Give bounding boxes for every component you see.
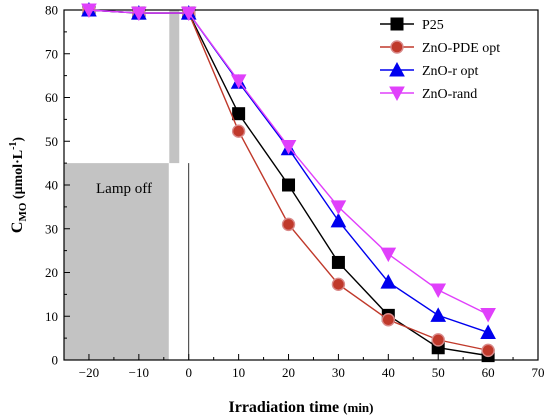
triangle-down-marker (180, 6, 197, 22)
legend-label: ZnO-rand (422, 87, 477, 102)
triangle-up-marker (389, 61, 405, 77)
circle-marker (231, 124, 246, 138)
legend-label: P25 (422, 18, 444, 33)
triangle-down-marker (131, 6, 147, 22)
y-tick-label: 70 (45, 46, 58, 61)
series-zno-rand (81, 3, 496, 323)
x-tick-label: 60 (482, 365, 495, 380)
square-marker (282, 178, 296, 192)
x-tick-label: 40 (382, 365, 395, 380)
x-tick-label: 30 (332, 365, 345, 380)
x-tick-label: 10 (232, 365, 245, 380)
x-tick-label: 0 (185, 365, 192, 380)
triangle-up-marker (430, 307, 447, 322)
circle-marker (281, 217, 296, 232)
x-tick-label: −10 (129, 365, 149, 380)
y-tick-label: 80 (45, 3, 58, 18)
legend-item: ZnO-rand (380, 86, 477, 102)
square-marker (331, 255, 345, 269)
lamp-off-region (64, 163, 169, 360)
circle-marker (481, 343, 495, 358)
y-tick-label: 50 (45, 134, 58, 149)
triangle-down-marker (380, 247, 397, 263)
lamp-off-annotation: Lamp off (96, 181, 152, 197)
triangle-down-marker (330, 200, 347, 215)
y-tick-label: 30 (45, 221, 58, 236)
transition-band (169, 10, 180, 164)
y-axis-title: CMO (μmol·L-1) (8, 137, 29, 234)
y-tick-label: 40 (45, 178, 58, 193)
y-tick-label: 10 (45, 309, 58, 324)
triangle-up-marker (480, 324, 496, 339)
triangle-up-marker (380, 274, 397, 289)
triangle-down-marker (389, 86, 405, 102)
x-tick-label: −20 (79, 365, 99, 380)
circle-marker (331, 277, 346, 292)
circle-marker (390, 40, 404, 54)
legend-item: P25 (380, 17, 444, 33)
x-tick-label: 20 (282, 365, 295, 380)
y-tick-label: 60 (45, 90, 58, 105)
y-tick-label: 20 (45, 265, 58, 280)
x-tick-label: 50 (432, 365, 445, 380)
square-marker (390, 17, 404, 31)
triangle-down-marker (81, 3, 97, 19)
triangle-down-marker (280, 140, 297, 155)
x-axis-title: Irradiation time (min) (229, 399, 374, 416)
legend-label: ZnO-PDE opt (422, 41, 500, 56)
y-tick-label: 0 (52, 353, 59, 368)
triangle-up-marker (330, 212, 347, 228)
triangle-down-marker (430, 283, 447, 299)
legend-item: ZnO-PDE opt (380, 40, 500, 56)
triangle-down-marker (230, 74, 247, 89)
circle-marker (431, 333, 445, 347)
legend-item: ZnO-r opt (380, 61, 478, 79)
x-tick-label: 70 (532, 365, 545, 380)
square-marker (232, 107, 246, 121)
legend-label: ZnO-r opt (422, 64, 478, 79)
circle-marker (381, 313, 396, 327)
triangle-down-marker (480, 308, 496, 323)
